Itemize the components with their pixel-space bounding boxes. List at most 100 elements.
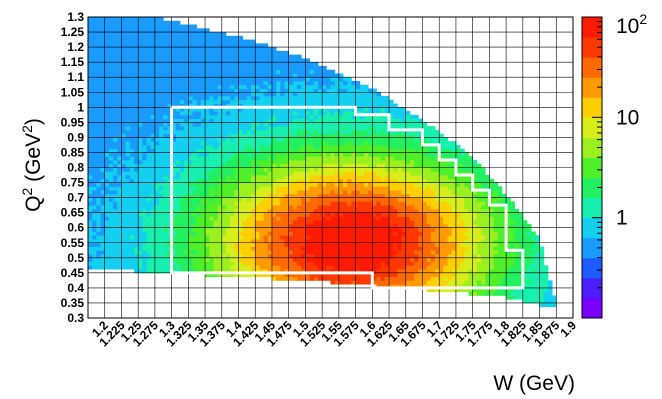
heatmap-cell <box>159 159 164 165</box>
heatmap-cell <box>251 77 256 82</box>
heatmap-cell <box>129 62 135 67</box>
heatmap-cell <box>305 118 310 123</box>
heatmap-cell <box>271 216 277 221</box>
heatmap-cell <box>263 223 269 229</box>
heatmap-cell <box>359 280 365 285</box>
heatmap-cell <box>297 272 302 278</box>
heatmap-cell <box>163 50 168 56</box>
heatmap-cell <box>309 182 315 187</box>
heatmap-cell <box>389 220 394 225</box>
heatmap-cell <box>246 84 252 89</box>
heatmap-cell <box>213 163 219 168</box>
heatmap-cell <box>426 205 432 210</box>
heatmap-cell <box>384 227 390 232</box>
heatmap-cell <box>225 152 231 157</box>
heatmap-cell <box>263 96 269 101</box>
heatmap-cell <box>175 178 181 183</box>
heatmap-cell <box>430 190 436 195</box>
heatmap-cell <box>267 133 273 138</box>
heatmap-cell <box>326 80 331 86</box>
heatmap-cell <box>372 92 377 97</box>
heatmap-cell <box>430 201 436 206</box>
heatmap-cell <box>96 254 101 259</box>
heatmap-cell <box>317 190 323 195</box>
heatmap-cell <box>238 167 244 172</box>
heatmap-cell <box>276 272 281 278</box>
heatmap-cell <box>426 193 432 198</box>
heatmap-cell <box>234 201 239 206</box>
heatmap-cell <box>234 114 239 119</box>
heatmap-cell <box>113 144 118 150</box>
heatmap-cell <box>192 227 198 232</box>
heatmap-cell <box>351 126 356 131</box>
heatmap-cell <box>179 77 185 82</box>
heatmap-cell <box>359 235 365 240</box>
heatmap-cell <box>92 257 97 262</box>
heatmap-cell <box>305 126 310 131</box>
heatmap-cell <box>380 272 386 278</box>
heatmap-cell <box>213 114 219 119</box>
heatmap-cell <box>380 284 386 289</box>
heatmap-cell <box>100 265 106 270</box>
heatmap-cell <box>184 133 189 138</box>
heatmap-cell <box>196 141 202 146</box>
heatmap-cell <box>384 178 390 183</box>
heatmap-cell <box>96 178 101 183</box>
heatmap-cell <box>359 182 365 187</box>
heatmap-cell <box>104 265 110 270</box>
heatmap-cell <box>363 152 369 157</box>
heatmap-cell <box>200 193 206 198</box>
heatmap-cell <box>343 197 348 202</box>
heatmap-cell <box>255 77 260 82</box>
heatmap-cell <box>171 238 177 244</box>
heatmap-cell <box>154 212 160 217</box>
heatmap-cell <box>104 148 110 153</box>
heatmap-cell <box>334 280 340 285</box>
heatmap-cell <box>380 171 386 176</box>
heatmap-cell <box>167 107 173 112</box>
heatmap-cell <box>196 103 202 108</box>
heatmap-cell <box>171 205 177 210</box>
heatmap-cell <box>163 47 168 52</box>
heatmap-cell <box>297 122 302 127</box>
heatmap-cell <box>196 208 202 214</box>
heatmap-cell <box>255 92 260 97</box>
heatmap-cell <box>88 261 93 266</box>
heatmap-cell <box>384 257 390 262</box>
heatmap-cell <box>159 126 164 131</box>
heatmap-cell <box>154 250 160 255</box>
heatmap-cell <box>129 182 135 187</box>
heatmap-cell <box>330 276 336 281</box>
heatmap-cell <box>405 133 411 138</box>
heatmap-cell <box>133 175 139 180</box>
heatmap-cell <box>255 43 260 48</box>
heatmap-cell <box>146 216 152 221</box>
heatmap-cell <box>389 114 394 119</box>
heatmap-cell <box>242 265 248 270</box>
heatmap-cell <box>196 182 202 187</box>
heatmap-cell <box>150 84 156 89</box>
heatmap-cell <box>196 242 202 247</box>
heatmap-cell <box>213 73 219 78</box>
heatmap-cell <box>213 205 219 210</box>
heatmap-cell <box>276 186 281 191</box>
heatmap-cell <box>242 96 248 101</box>
heatmap-cell <box>200 201 206 206</box>
heatmap-cell <box>418 201 423 206</box>
heatmap-cell <box>343 88 348 93</box>
heatmap-cell <box>163 103 168 108</box>
heatmap-cell <box>221 107 227 112</box>
heatmap-cell <box>246 175 252 180</box>
heatmap-cell <box>159 35 164 40</box>
heatmap-cell <box>108 197 114 202</box>
heatmap-cell <box>179 269 185 274</box>
heatmap-cell <box>297 257 302 262</box>
heatmap-cell <box>301 103 306 108</box>
heatmap-cell <box>88 129 93 135</box>
heatmap-cell <box>405 144 411 150</box>
heatmap-cell <box>213 156 219 161</box>
heatmap-cell <box>380 163 386 168</box>
heatmap-cell <box>284 69 290 74</box>
heatmap-cell <box>263 159 269 165</box>
heatmap-cell <box>343 129 348 135</box>
